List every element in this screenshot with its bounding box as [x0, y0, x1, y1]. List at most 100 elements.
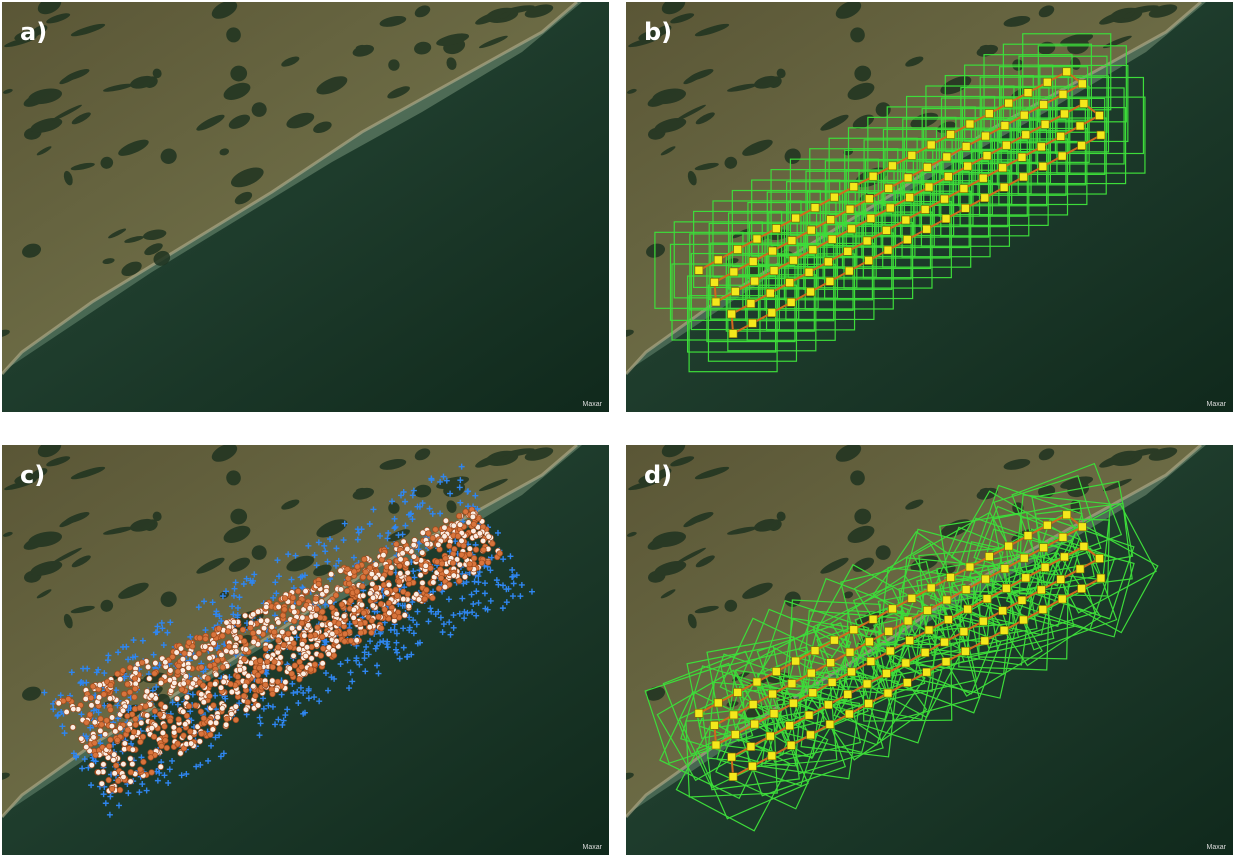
matched-point: [184, 695, 190, 701]
camera-position: [1002, 584, 1010, 592]
matched-point: [179, 687, 185, 693]
camera-position: [768, 309, 776, 317]
camera-position: [865, 257, 873, 265]
camera-position: [710, 721, 718, 729]
matched-point: [207, 663, 213, 669]
matched-point: [93, 752, 99, 758]
matched-point: [170, 654, 176, 660]
matched-point: [291, 641, 297, 647]
matched-point: [205, 676, 211, 682]
matched-point: [351, 615, 357, 621]
matched-point: [473, 547, 479, 553]
matched-point: [180, 656, 186, 662]
matched-point: [442, 534, 448, 540]
panel-label: b): [644, 18, 672, 46]
camera-position: [863, 237, 871, 245]
satellite-image: [0, 0, 609, 412]
matched-point: [411, 554, 417, 560]
camera-position: [1057, 132, 1065, 140]
matched-point: [89, 703, 95, 709]
matched-point: [394, 593, 400, 599]
matched-point: [430, 535, 436, 541]
matched-point: [108, 682, 114, 688]
matched-point: [296, 600, 302, 606]
matched-point: [370, 581, 376, 587]
matched-point: [219, 652, 225, 658]
matched-point: [360, 593, 366, 599]
matched-point: [133, 716, 139, 722]
matched-point: [406, 603, 412, 609]
matched-point: [96, 695, 102, 701]
matched-point: [78, 736, 84, 742]
camera-position: [1043, 521, 1051, 529]
matched-point: [270, 691, 276, 697]
matched-point: [211, 632, 217, 638]
matched-point: [467, 561, 473, 567]
camera-position: [714, 256, 722, 264]
camera-position: [734, 245, 742, 253]
camera-position: [1039, 605, 1047, 613]
matched-point: [282, 595, 288, 601]
matched-point: [115, 778, 121, 784]
camera-position: [1037, 143, 1045, 151]
matched-point: [158, 764, 164, 770]
camera-position: [1041, 120, 1049, 128]
camera-position: [904, 617, 912, 625]
matched-point: [354, 638, 360, 644]
matched-point: [121, 691, 127, 697]
matched-point: [269, 624, 275, 630]
camera-position: [1078, 80, 1086, 88]
matched-point: [471, 521, 477, 527]
camera-position: [789, 699, 797, 707]
camera-position: [751, 277, 759, 285]
matched-point: [370, 603, 376, 609]
matched-point: [215, 658, 221, 664]
matched-point: [255, 678, 261, 684]
panel-label: d): [644, 461, 672, 489]
matched-point: [297, 676, 303, 682]
matched-point: [224, 620, 230, 626]
matched-point: [307, 605, 313, 611]
matched-point: [301, 671, 307, 677]
matched-point: [369, 618, 375, 624]
matched-point: [232, 628, 238, 634]
matched-point: [439, 561, 445, 567]
matched-point: [148, 755, 154, 761]
matched-point: [459, 552, 465, 558]
camera-position: [943, 153, 951, 161]
matched-point: [117, 676, 123, 682]
matched-point: [253, 693, 259, 699]
camera-position: [889, 605, 897, 613]
panel: b)Maxar: [617, 0, 1233, 412]
matched-point: [338, 568, 344, 574]
camera-position: [982, 575, 990, 583]
matched-point: [240, 627, 246, 633]
matched-point: [98, 716, 104, 722]
camera-position: [747, 743, 755, 751]
matched-point: [203, 636, 209, 642]
matched-point: [183, 674, 189, 680]
matched-point: [463, 509, 469, 515]
matched-point: [181, 733, 187, 739]
matched-point: [296, 646, 302, 652]
matched-point: [276, 620, 282, 626]
camera-position: [1020, 554, 1028, 562]
matched-point: [223, 722, 229, 728]
matched-point: [149, 725, 155, 731]
matched-point: [290, 595, 296, 601]
camera-position: [1037, 586, 1045, 594]
matched-point: [151, 734, 157, 740]
camera-position: [908, 151, 916, 159]
camera-position: [807, 669, 815, 677]
matched-point: [360, 574, 366, 580]
matched-point: [111, 757, 117, 763]
camera-position: [1059, 90, 1067, 98]
camera-position: [772, 225, 780, 233]
camera-position: [1097, 574, 1105, 582]
matched-point: [490, 541, 496, 547]
camera-position: [921, 206, 929, 214]
camera-position: [1095, 111, 1103, 119]
camera-position: [942, 215, 950, 223]
figure: a)Maxar b)Maxar c)Maxar d)Maxar: [0, 0, 1233, 855]
matched-point: [257, 658, 263, 664]
